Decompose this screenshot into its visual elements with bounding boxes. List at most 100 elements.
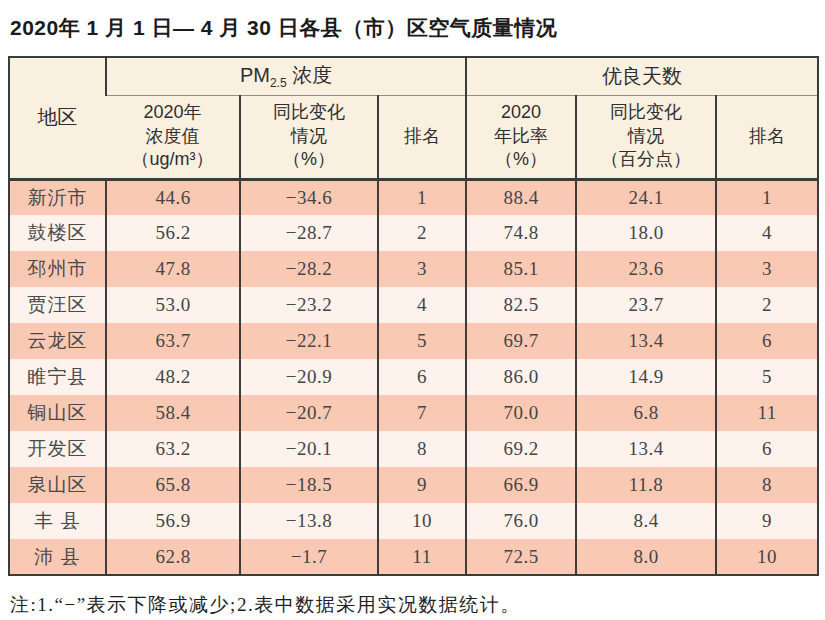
good-change: 13.4 (576, 323, 716, 359)
table-row: 铜山区 58.4 −20.7 7 70.0 6.8 11 (9, 395, 818, 431)
pm-change: −20.9 (240, 359, 378, 395)
region-name: 贾汪区 (9, 287, 106, 323)
region-name: 新沂市 (9, 179, 106, 215)
region-name: 铜山区 (9, 395, 106, 431)
pm25-label-suffix: 浓度 (287, 64, 333, 86)
pm-rank: 11 (378, 539, 466, 575)
good-rate: 69.7 (466, 323, 576, 359)
column-group-pm25: PM2.5 浓度 (106, 57, 466, 95)
pm-value: 62.8 (106, 539, 240, 575)
table-row: 鼓楼区 56.2 −28.7 2 74.8 18.0 4 (9, 215, 818, 251)
pm-value: 44.6 (106, 179, 240, 215)
good-rank: 8 (716, 467, 818, 503)
page: 2020年 1 月 1 日— 4 月 30 日各县（市）区空气质量情况 地区 P… (0, 0, 825, 618)
pm-rank: 4 (378, 287, 466, 323)
table-footnote: 注:1.“−”表示下降或减少;2.表中数据采用实况数据统计。 (10, 592, 817, 618)
good-change: 24.1 (576, 179, 716, 215)
table-row: 丰 县 56.9 −13.8 10 76.0 8.4 9 (9, 503, 818, 539)
air-quality-table: 地区 PM2.5 浓度 优良天数 2020年 浓度值 （ug/m³） 同比变化 … (8, 56, 819, 576)
page-title: 2020年 1 月 1 日— 4 月 30 日各县（市）区空气质量情况 (10, 14, 817, 42)
column-header-region: 地区 (9, 57, 106, 179)
column-header-pm-rank: 排名 (378, 95, 466, 179)
pm-rank: 2 (378, 215, 466, 251)
good-change: 23.6 (576, 251, 716, 287)
header-group-row: 地区 PM2.5 浓度 优良天数 (9, 57, 818, 95)
good-rank: 6 (716, 323, 818, 359)
column-header-good-change: 同比变化 情况 （百分点） (576, 95, 716, 179)
table-row: 云龙区 63.7 −22.1 5 69.7 13.4 6 (9, 323, 818, 359)
good-change: 18.0 (576, 215, 716, 251)
table-row: 邳州市 47.8 −28.2 3 85.1 23.6 3 (9, 251, 818, 287)
pm-change: −13.8 (240, 503, 378, 539)
pm-rank: 6 (378, 359, 466, 395)
column-header-good-rate: 2020 年比率 （%） (466, 95, 576, 179)
region-name: 泉山区 (9, 467, 106, 503)
column-header-pm-value: 2020年 浓度值 （ug/m³） (106, 95, 240, 179)
good-rate: 88.4 (466, 179, 576, 215)
good-rate: 85.1 (466, 251, 576, 287)
good-change: 6.8 (576, 395, 716, 431)
table-row: 睢宁县 48.2 −20.9 6 86.0 14.9 5 (9, 359, 818, 395)
good-rate: 70.0 (466, 395, 576, 431)
pm-value: 48.2 (106, 359, 240, 395)
good-rank: 5 (716, 359, 818, 395)
pm-change: −18.5 (240, 467, 378, 503)
region-name: 云龙区 (9, 323, 106, 359)
good-rate: 76.0 (466, 503, 576, 539)
pm-value: 63.2 (106, 431, 240, 467)
pm-change: −34.6 (240, 179, 378, 215)
column-group-good-days: 优良天数 (466, 57, 818, 95)
pm-change: −23.2 (240, 287, 378, 323)
table-header: 地区 PM2.5 浓度 优良天数 2020年 浓度值 （ug/m³） 同比变化 … (9, 57, 818, 179)
region-name: 沛 县 (9, 539, 106, 575)
table-row: 开发区 63.2 −20.1 8 69.2 13.4 6 (9, 431, 818, 467)
pm-value: 56.2 (106, 215, 240, 251)
good-change: 8.4 (576, 503, 716, 539)
good-rate: 74.8 (466, 215, 576, 251)
good-rank: 6 (716, 431, 818, 467)
pm-change: −28.7 (240, 215, 378, 251)
good-change: 13.4 (576, 431, 716, 467)
good-change: 14.9 (576, 359, 716, 395)
good-rank: 9 (716, 503, 818, 539)
region-name: 邳州市 (9, 251, 106, 287)
table-row: 泉山区 65.8 −18.5 9 66.9 11.8 8 (9, 467, 818, 503)
column-header-good-rank: 排名 (716, 95, 818, 179)
pm-rank: 10 (378, 503, 466, 539)
pm-value: 56.9 (106, 503, 240, 539)
pm-change: −28.2 (240, 251, 378, 287)
region-name: 丰 县 (9, 503, 106, 539)
good-rank: 10 (716, 539, 818, 575)
pm-rank: 7 (378, 395, 466, 431)
pm-value: 53.0 (106, 287, 240, 323)
pm25-label-prefix: PM (240, 64, 270, 86)
good-rank: 4 (716, 215, 818, 251)
good-rank: 1 (716, 179, 818, 215)
pm-change: −22.1 (240, 323, 378, 359)
pm-value: 63.7 (106, 323, 240, 359)
good-rate: 82.5 (466, 287, 576, 323)
column-header-pm-change: 同比变化 情况 （%） (240, 95, 378, 179)
region-name: 开发区 (9, 431, 106, 467)
table-body: 新沂市 44.6 −34.6 1 88.4 24.1 1 鼓楼区 56.2 −2… (9, 179, 818, 575)
pm-change: −1.7 (240, 539, 378, 575)
pm-change: −20.7 (240, 395, 378, 431)
pm-value: 47.8 (106, 251, 240, 287)
table-row: 新沂市 44.6 −34.6 1 88.4 24.1 1 (9, 179, 818, 215)
region-name: 鼓楼区 (9, 215, 106, 251)
pm-rank: 9 (378, 467, 466, 503)
pm-rank: 1 (378, 179, 466, 215)
pm-value: 58.4 (106, 395, 240, 431)
good-rank: 3 (716, 251, 818, 287)
pm-change: −20.1 (240, 431, 378, 467)
good-change: 23.7 (576, 287, 716, 323)
good-rate: 69.2 (466, 431, 576, 467)
good-rate: 72.5 (466, 539, 576, 575)
pm-rank: 5 (378, 323, 466, 359)
pm-value: 65.8 (106, 467, 240, 503)
good-change: 11.8 (576, 467, 716, 503)
table-row: 沛 县 62.8 −1.7 11 72.5 8.0 10 (9, 539, 818, 575)
pm-rank: 8 (378, 431, 466, 467)
good-rank: 11 (716, 395, 818, 431)
table-row: 贾汪区 53.0 −23.2 4 82.5 23.7 2 (9, 287, 818, 323)
